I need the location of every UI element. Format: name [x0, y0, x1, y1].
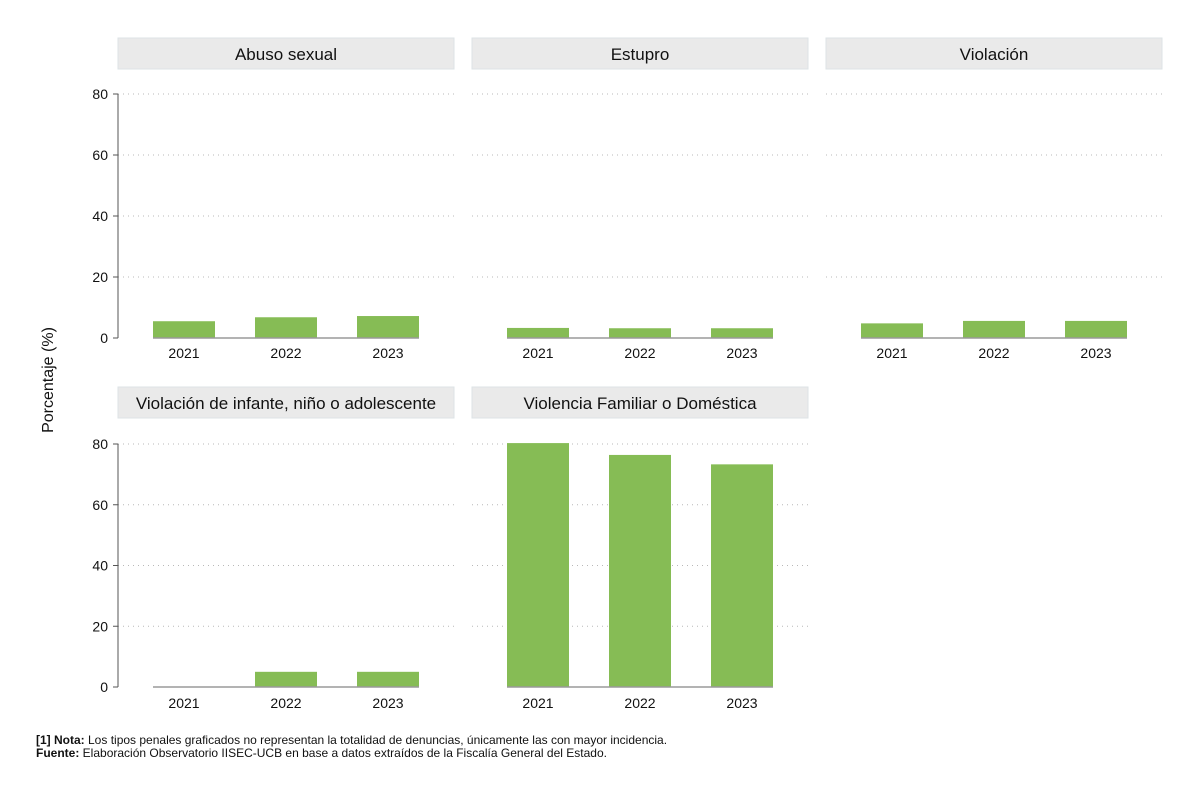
- facet-title-strip: [471, 37, 809, 70]
- y-tick-label: 0: [100, 330, 108, 346]
- source-line: Fuente: Elaboración Observatorio IISEC-U…: [36, 747, 667, 760]
- y-tick-label: 60: [92, 147, 108, 163]
- facet-title: Violencia Familiar o Doméstica: [523, 394, 757, 413]
- y-tick-label: 20: [92, 618, 108, 634]
- x-tick-label: 2023: [372, 345, 403, 361]
- source-label: Fuente:: [36, 746, 80, 760]
- note-line: [1] Nota: Los tipos penales graficados n…: [36, 734, 667, 747]
- y-tick-label: 80: [92, 436, 108, 452]
- y-tick-label: 80: [92, 86, 108, 102]
- facet-title: Violación: [960, 45, 1029, 64]
- x-tick-label: 2022: [270, 345, 301, 361]
- bar: [711, 464, 773, 687]
- facet-title-strip: [471, 386, 809, 419]
- x-tick-label: 2021: [522, 345, 553, 361]
- y-tick-label: 40: [92, 558, 108, 574]
- x-tick-label: 2021: [522, 695, 553, 711]
- faceted-bar-chart: Porcentaje (%) Abuso sexual 0 20 40 60 80 2021 2…: [40, 37, 1163, 711]
- bar: [963, 320, 1025, 338]
- bar: [861, 323, 923, 338]
- facet-panel: Violación de infante, niño o adolescente…: [92, 386, 455, 711]
- bar: [255, 317, 317, 338]
- y-tick-label: 0: [100, 679, 108, 695]
- x-tick-label: 2023: [726, 345, 757, 361]
- facet-panel: Abuso sexual 0 20 40 60 80 2021 2022 2023: [92, 37, 455, 361]
- y-tick-label: 60: [92, 497, 108, 513]
- facet-panel: Violación 2021 2022 2023: [825, 37, 1163, 361]
- y-axis-title: Porcentaje (%): [40, 327, 57, 433]
- x-tick-label: 2021: [168, 695, 199, 711]
- x-tick-label: 2022: [978, 345, 1009, 361]
- facet-title-strip: [117, 37, 455, 70]
- facet-title-strip: [117, 386, 455, 419]
- x-tick-label: 2021: [168, 345, 199, 361]
- bar: [1065, 320, 1127, 338]
- facet-title: Violación de infante, niño o adolescente: [136, 394, 436, 413]
- y-tick-label: 40: [92, 208, 108, 224]
- bar: [357, 316, 419, 338]
- y-tick-label: 20: [92, 269, 108, 285]
- x-tick-label: 2022: [270, 695, 301, 711]
- x-tick-label: 2022: [624, 695, 655, 711]
- facet-title: Abuso sexual: [235, 45, 337, 64]
- bar: [153, 321, 215, 338]
- bar: [507, 327, 569, 338]
- x-tick-label: 2023: [726, 695, 757, 711]
- x-tick-label: 2023: [372, 695, 403, 711]
- facet-panel: Estupro 2021 2022 2023: [471, 37, 809, 361]
- bar: [357, 671, 419, 687]
- x-tick-label: 2021: [876, 345, 907, 361]
- facet-title-strip: [825, 37, 1163, 70]
- bar: [255, 671, 317, 687]
- note-label: [1] Nota:: [36, 733, 85, 747]
- x-tick-label: 2022: [624, 345, 655, 361]
- note-text: Los tipos penales graficados no represen…: [84, 733, 668, 747]
- facet-panel: Violencia Familiar o Doméstica 2021 2022 20…: [471, 386, 809, 711]
- bar: [609, 328, 671, 338]
- bar: [609, 454, 671, 687]
- bar: [507, 443, 569, 687]
- bar: [711, 328, 773, 338]
- chart-notes: [1] Nota: Los tipos penales graficados n…: [36, 734, 667, 760]
- facet-title: Estupro: [611, 45, 670, 64]
- x-tick-label: 2023: [1080, 345, 1111, 361]
- source-text: Elaboración Observatorio IISEC-UCB en ba…: [79, 746, 607, 760]
